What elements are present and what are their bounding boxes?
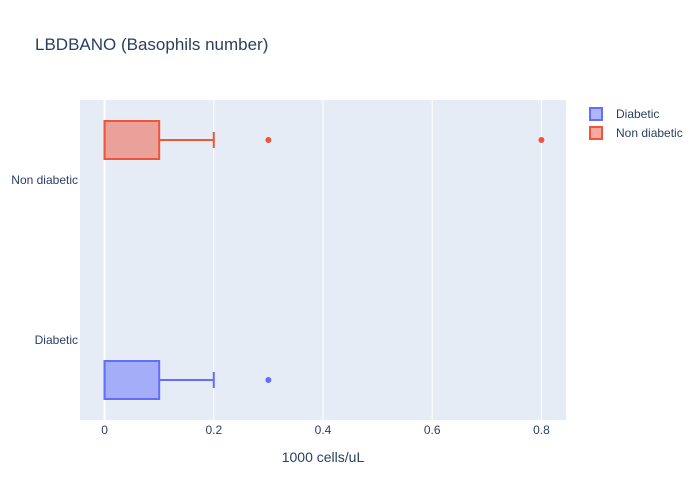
legend-item: Non diabetic	[589, 126, 683, 140]
legend: Diabetic Non diabetic	[589, 107, 683, 140]
x-tick-label: 0.2	[205, 423, 222, 437]
y-category-labels: Diabetic Non diabetic	[11, 173, 78, 347]
box-iqr	[103, 360, 161, 400]
outlier-point	[538, 137, 545, 143]
box-diabetic	[103, 360, 272, 400]
legend-label: Non diabetic	[616, 126, 683, 140]
x-tick-label: 0.4	[315, 423, 332, 437]
legend-swatch	[589, 107, 603, 121]
x-tick-label: 0	[101, 423, 108, 437]
x-tick-label: 0.6	[424, 423, 441, 437]
outlier-point	[265, 377, 272, 383]
box-iqr	[103, 120, 161, 160]
x-tick-label: 0.8	[533, 423, 550, 437]
x-axis-title: 1000 cells/uL	[282, 449, 365, 465]
legend-label: Diabetic	[616, 107, 659, 121]
x-tick-labels: 0 0.2 0.4 0.6 0.8	[101, 423, 550, 437]
chart-title: LBDBANO (Basophils number)	[35, 35, 268, 54]
box-plots	[103, 120, 545, 400]
legend-item: Diabetic	[589, 107, 659, 121]
box-non-diabetic	[103, 120, 545, 160]
legend-swatch	[589, 126, 603, 140]
outlier-point	[265, 137, 272, 143]
y-category-label: Diabetic	[35, 333, 78, 347]
y-category-label: Non diabetic	[11, 173, 78, 187]
